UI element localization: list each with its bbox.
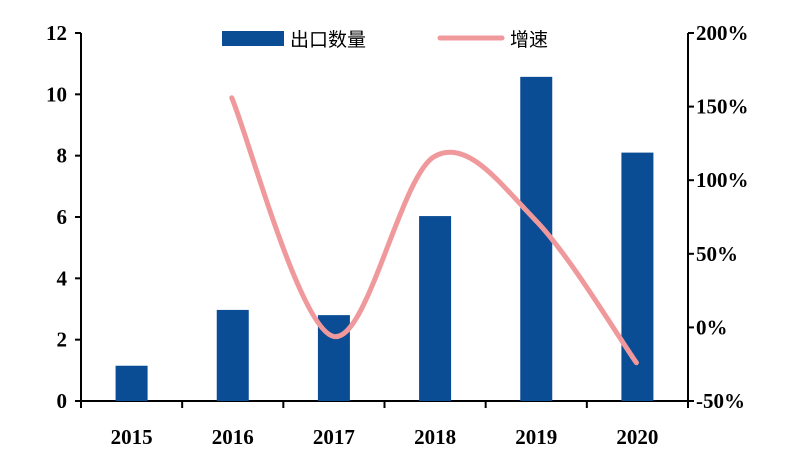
- x-tick-label: 2017: [313, 425, 355, 449]
- x-tick-label: 2016: [212, 425, 254, 449]
- bar-2020: [621, 152, 654, 401]
- left-tick-label: 4: [57, 266, 68, 290]
- x-tick-label: 2020: [616, 425, 658, 449]
- left-tick-label: 0: [57, 389, 68, 413]
- bar-2019: [520, 76, 553, 401]
- x-tick-label: 2018: [414, 425, 456, 449]
- legend-label-bar: 出口数量: [290, 29, 366, 51]
- right-tick-label: 200%: [696, 21, 749, 45]
- bar-2016: [216, 309, 249, 401]
- right-tick-label: 50%: [696, 242, 738, 266]
- right-tick-label: 0%: [696, 315, 728, 339]
- legend-swatch-bar: [222, 31, 284, 46]
- bar-2018: [419, 216, 452, 401]
- legend-label-line: 增速: [510, 29, 548, 51]
- right-tick-label: -50%: [696, 389, 745, 413]
- left-tick-label: 12: [46, 21, 67, 45]
- right-tick-label: 150%: [696, 95, 749, 119]
- legend: 出口数量 增速: [222, 29, 548, 51]
- x-tick-label: 2015: [111, 425, 153, 449]
- left-tick-label: 8: [57, 144, 68, 168]
- bar-2015: [115, 365, 148, 401]
- left-tick-label: 10: [46, 82, 67, 106]
- right-tick-label: 100%: [696, 168, 749, 192]
- left-tick-label: 6: [57, 205, 68, 229]
- x-tick-label: 2019: [515, 425, 557, 449]
- growth-line: [229, 95, 639, 366]
- left-tick-label: 2: [57, 328, 68, 352]
